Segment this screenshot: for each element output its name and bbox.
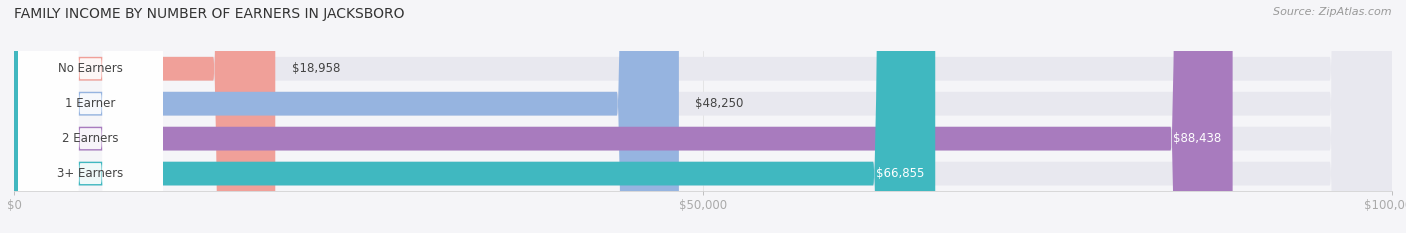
Text: $66,855: $66,855 bbox=[876, 167, 924, 180]
FancyBboxPatch shape bbox=[14, 0, 1233, 233]
Text: $88,438: $88,438 bbox=[1174, 132, 1222, 145]
FancyBboxPatch shape bbox=[14, 0, 935, 233]
FancyBboxPatch shape bbox=[14, 0, 1392, 233]
FancyBboxPatch shape bbox=[14, 0, 1392, 233]
FancyBboxPatch shape bbox=[18, 0, 163, 233]
Text: 2 Earners: 2 Earners bbox=[62, 132, 118, 145]
FancyBboxPatch shape bbox=[18, 0, 163, 233]
FancyBboxPatch shape bbox=[18, 0, 163, 233]
FancyBboxPatch shape bbox=[14, 0, 1392, 233]
Text: $18,958: $18,958 bbox=[292, 62, 340, 75]
Text: FAMILY INCOME BY NUMBER OF EARNERS IN JACKSBORO: FAMILY INCOME BY NUMBER OF EARNERS IN JA… bbox=[14, 7, 405, 21]
FancyBboxPatch shape bbox=[14, 0, 1392, 233]
FancyBboxPatch shape bbox=[14, 0, 679, 233]
Text: Source: ZipAtlas.com: Source: ZipAtlas.com bbox=[1274, 7, 1392, 17]
FancyBboxPatch shape bbox=[18, 0, 163, 233]
Text: 3+ Earners: 3+ Earners bbox=[58, 167, 124, 180]
Text: No Earners: No Earners bbox=[58, 62, 122, 75]
Text: $48,250: $48,250 bbox=[696, 97, 744, 110]
Text: 1 Earner: 1 Earner bbox=[65, 97, 115, 110]
FancyBboxPatch shape bbox=[14, 0, 276, 233]
